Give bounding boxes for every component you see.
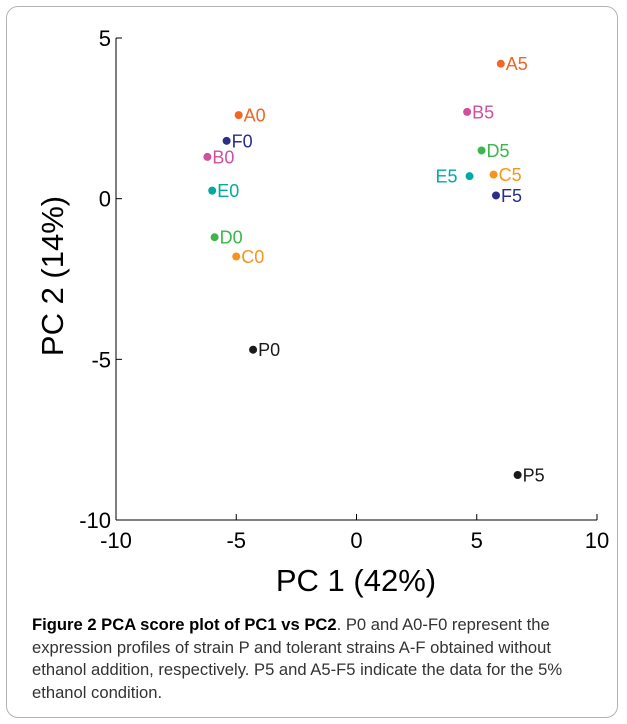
figure-frame [6,6,618,718]
caption-title: Figure 2 PCA score plot of PC1 vs PC2 [32,615,337,634]
data-point-f5 [491,191,500,200]
y-tick-label: 0 [99,187,111,212]
data-point-c5 [489,170,498,179]
data-label-f0: F0 [232,131,253,151]
y-axis-label: PC 2 (14%) [35,196,70,356]
data-point-d0 [210,233,219,242]
data-label-b0: B0 [212,147,234,167]
data-point-a5 [496,59,505,68]
x-axis-label: PC 1 (42%) [276,563,436,598]
data-label-e0: E0 [217,181,239,201]
figure-caption: Figure 2 PCA score plot of PC1 vs PC2. P… [32,614,604,704]
data-point-b0 [203,152,212,161]
data-point-d5 [477,146,486,155]
data-point-e5 [465,172,474,181]
data-point-f0 [222,136,231,145]
data-point-p5 [513,471,522,480]
data-point-b5 [463,107,472,116]
data-point-a0 [234,111,243,120]
data-label-d0: D0 [220,228,243,248]
data-label-e5: E5 [436,167,458,187]
data-point-c0 [232,252,241,261]
x-tick-label: 5 [471,528,483,553]
data-label-c0: C0 [241,247,264,267]
data-label-p5: P5 [523,466,545,486]
x-tick-label: -5 [226,528,246,553]
x-tick-label: -10 [100,528,132,553]
data-label-c5: C5 [499,165,522,185]
y-tick-label: -5 [91,347,111,372]
data-label-d5: D5 [487,141,510,161]
data-label-p0: P0 [258,340,280,360]
data-label-f5: F5 [501,186,522,206]
y-tick-label: 5 [99,26,111,51]
y-tick-label: -10 [79,508,111,533]
x-tick-label: 10 [585,528,609,553]
data-point-e0 [208,186,217,195]
data-label-a5: A5 [506,54,528,74]
data-point-p0 [249,345,258,354]
data-label-a0: A0 [244,106,266,126]
data-label-b5: B5 [472,102,494,122]
caption-text: . P0 and A0-F0 represent the expression … [32,615,563,702]
x-tick-label: 0 [350,528,362,553]
axes: -10 -5 0 5 10 5 0 -5 -10 [79,26,609,553]
